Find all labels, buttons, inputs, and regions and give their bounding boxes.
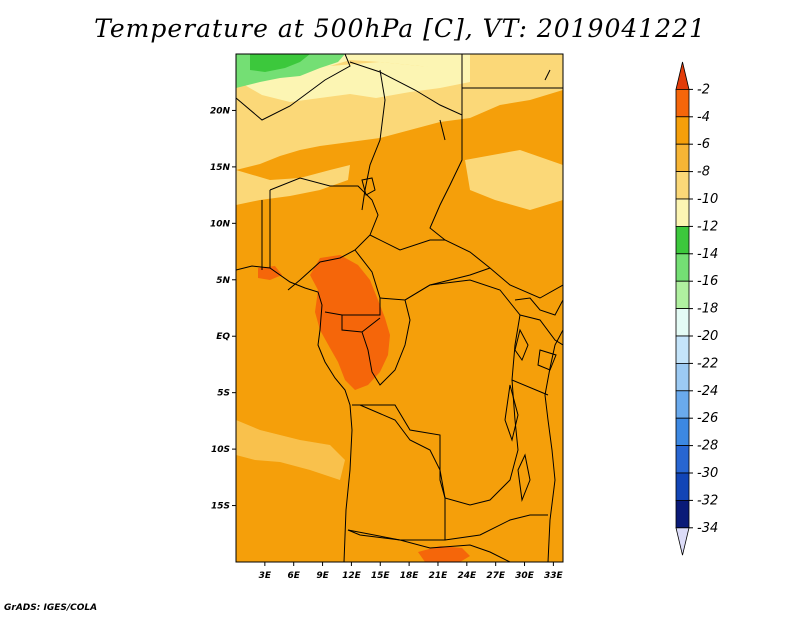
- colorbar-label: -34: [697, 521, 718, 536]
- colorbar-segment: [675, 417, 690, 447]
- x-tick-label: 21E: [429, 571, 449, 581]
- border-libya-chad: [349, 54, 463, 116]
- colorbar-label: -24: [697, 384, 718, 399]
- x-tick-label: 6E: [287, 571, 300, 581]
- x-tick-label: 18E: [400, 571, 420, 581]
- border-benin-togo: [261, 190, 271, 270]
- colorbar-label: -2: [697, 82, 710, 97]
- coastline-east-africa: [544, 329, 563, 562]
- colorbar-label: -10: [697, 192, 718, 207]
- border-angola: [347, 404, 446, 541]
- colorbar-segment: [675, 143, 690, 172]
- y-tick-label: 15N: [210, 163, 231, 173]
- colorbar-segment: [675, 280, 690, 310]
- border-tanzania: [511, 314, 563, 396]
- x-tick-label: 33E: [544, 571, 564, 581]
- field-cool-band-south: [236, 420, 345, 480]
- great-lakes: [504, 328, 557, 502]
- x-tick-label: 12E: [342, 571, 362, 581]
- border-zambia: [444, 514, 548, 541]
- border-drc: [359, 279, 521, 506]
- field-warm-core-west: [310, 255, 390, 390]
- colorbar-label: -18: [697, 302, 718, 317]
- field-cool-band-sahel: [236, 165, 350, 205]
- border-cameroon: [324, 249, 381, 316]
- map-axes: 3E 6E 9E 12E 15E 18E 21E 24E 27E 30E 33E 20N 15N 10N 5…: [210, 106, 564, 581]
- colorbar-label: -26: [697, 411, 718, 426]
- y-tick-label: 20N: [210, 106, 231, 116]
- colorbar-segment: [675, 308, 690, 337]
- border-niger-chad: [361, 69, 386, 211]
- y-tick-label: EQ: [216, 332, 230, 342]
- x-tick-label: 24E: [457, 571, 477, 581]
- colorbar-label: -32: [697, 493, 718, 508]
- colorbar-segment: [675, 335, 690, 364]
- colorbar-segment: [675, 116, 690, 145]
- colorbar-label: -22: [697, 356, 718, 371]
- y-tick-label: 10S: [211, 445, 230, 455]
- colorbar-segment: [675, 362, 690, 392]
- grads-credit: GrADS: IGES/COLA: [4, 603, 98, 613]
- field-warm-patch-south: [418, 546, 470, 562]
- colorbar-label: -30: [697, 466, 718, 481]
- border-uganda-kenya: [514, 297, 563, 316]
- colorbar-cap-bottom: [675, 527, 690, 556]
- x-tick-label: 3E: [259, 571, 272, 581]
- chart-title: Temperature at 500hPa [C], VT: 201904122…: [94, 14, 706, 43]
- x-tick-label: 30E: [515, 571, 535, 581]
- colorbar-segment: [675, 445, 690, 474]
- y-tick-label: 10N: [210, 219, 231, 229]
- x-tick-label: 15E: [371, 571, 391, 581]
- colorbar-segment: [675, 472, 690, 501]
- colorbar-segment: [675, 198, 690, 227]
- colorbar: -2 -4 -6 -8 -10 -12 -14 -16 -18 -20 -22 -24 -26 -28 -3…: [675, 61, 718, 556]
- colorbar-label: -14: [697, 247, 718, 262]
- colorbar-label: -8: [697, 165, 710, 180]
- colorbar-label: -4: [697, 110, 710, 125]
- colorbar-label: -16: [697, 274, 718, 289]
- border-namibia: [347, 529, 511, 562]
- colorbar-segment: [675, 499, 690, 529]
- country-borders: [236, 54, 563, 562]
- lake-chad: [361, 177, 376, 196]
- colorbar-segment: [675, 253, 690, 282]
- colorbar-cap-top: [675, 61, 690, 90]
- colorbar-segment: [675, 171, 690, 200]
- border-gabon-congo: [341, 299, 411, 386]
- x-tick-label: 9E: [316, 571, 329, 581]
- field-cool-band-east: [465, 150, 563, 210]
- map-frame: [235, 53, 564, 563]
- colorbar-label: -28: [697, 439, 718, 454]
- x-tick-label: 27E: [486, 571, 506, 581]
- border-mali-niger: [236, 54, 351, 121]
- coastline-west-africa: [236, 265, 353, 562]
- colorbar-segment: [675, 390, 690, 419]
- y-tick-label: 5S: [217, 389, 230, 399]
- field-warm-patch-coast: [258, 266, 282, 280]
- colorbar-segment: [675, 89, 690, 118]
- temperature-field: [236, 54, 563, 562]
- border-nigeria: [269, 177, 379, 291]
- river-nile: [439, 69, 551, 141]
- colorbar-label: -6: [697, 137, 710, 152]
- colorbar-segment: [675, 225, 690, 255]
- y-tick-label: 15S: [211, 502, 230, 512]
- colorbar-label: -12: [697, 219, 718, 234]
- y-tick-label: 5N: [216, 276, 230, 286]
- colorbar-label: -20: [697, 329, 718, 344]
- field-green-core: [250, 54, 310, 72]
